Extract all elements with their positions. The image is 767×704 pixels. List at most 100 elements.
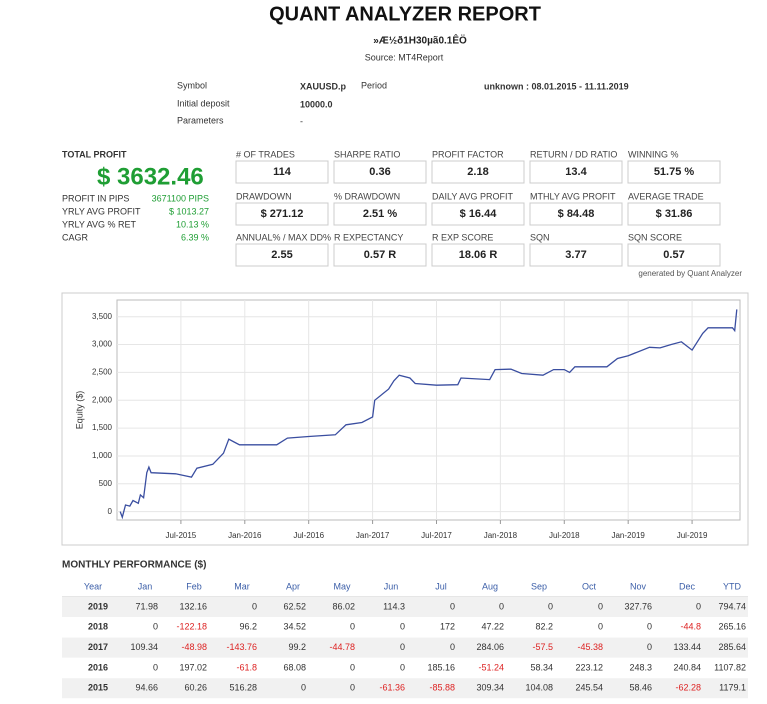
stat-label: SHARPE RATIO bbox=[334, 149, 400, 159]
table-cell: 0 bbox=[301, 683, 306, 693]
table-cell: 0 bbox=[598, 601, 603, 611]
table-cell: 58.46 bbox=[629, 683, 652, 693]
table-cell: 82.2 bbox=[535, 622, 553, 632]
table-cell: 58.34 bbox=[530, 662, 553, 672]
table-header: Mar bbox=[234, 581, 250, 591]
stat-box bbox=[235, 202, 329, 226]
table-header: Jan bbox=[138, 581, 153, 591]
table-cell: 516.28 bbox=[229, 683, 257, 693]
info-value: 10000.0 bbox=[300, 99, 333, 109]
table-header: Sep bbox=[531, 581, 547, 591]
stat-label: DAILY AVG PROFIT bbox=[432, 191, 514, 201]
table-header: Dec bbox=[679, 581, 696, 591]
y-tick-label: 1,500 bbox=[92, 423, 113, 432]
table-cell: -45.38 bbox=[577, 642, 603, 652]
y-tick-label: 0 bbox=[108, 507, 113, 516]
stat-value: 18.06 R bbox=[459, 249, 498, 261]
table-cell: 1179.1 bbox=[719, 683, 746, 693]
table-cell: 96.2 bbox=[239, 622, 257, 632]
table-cell: -57.5 bbox=[532, 642, 553, 652]
table-cell: 0 bbox=[400, 622, 405, 632]
table-cell: 86.02 bbox=[332, 601, 355, 611]
info-label: Symbol bbox=[177, 80, 207, 90]
table-cell: 1107.82 bbox=[714, 662, 746, 672]
metric-value: 3671100 PIPS bbox=[152, 193, 209, 203]
metric-label: YRLY AVG % RET bbox=[62, 219, 137, 229]
table-cell: -44.78 bbox=[329, 642, 355, 652]
year-cell: 2016 bbox=[88, 662, 108, 672]
monthly-title: MONTHLY PERFORMANCE ($) bbox=[62, 560, 206, 571]
stat-box bbox=[235, 243, 329, 267]
stat-label: R EXP SCORE bbox=[432, 232, 493, 242]
stat-label: ANNUAL% / MAX DD% bbox=[236, 232, 331, 242]
table-cell: 265.16 bbox=[718, 622, 746, 632]
metric-label: YRLY AVG PROFIT bbox=[62, 206, 141, 216]
table-cell: 62.52 bbox=[283, 601, 306, 611]
x-tick-label: Jul-2019 bbox=[677, 531, 708, 540]
plot-area bbox=[116, 299, 741, 521]
row-bg bbox=[62, 637, 748, 658]
table-cell: 0 bbox=[350, 662, 355, 672]
table-cell: -51.24 bbox=[478, 662, 504, 672]
stat-box bbox=[235, 160, 329, 184]
stat-label: SQN bbox=[530, 232, 550, 242]
table-header: Oct bbox=[582, 581, 597, 591]
stat-value: 0.57 bbox=[663, 249, 684, 261]
table-cell: 0 bbox=[153, 622, 158, 632]
y-tick-label: 1,000 bbox=[92, 451, 113, 460]
year-cell: 2015 bbox=[88, 683, 108, 693]
table-header: Feb bbox=[186, 581, 202, 591]
equity-line bbox=[119, 309, 738, 520]
metric-label: CAGR bbox=[62, 232, 89, 242]
table-header: May bbox=[333, 581, 351, 591]
table-cell: 71.98 bbox=[135, 601, 158, 611]
stat-value: 2.51 % bbox=[363, 208, 397, 220]
table-cell: 197.02 bbox=[179, 662, 207, 672]
table-cell: 172 bbox=[440, 622, 455, 632]
x-tick-label: Jul-2017 bbox=[421, 531, 452, 540]
table-header: Aug bbox=[482, 581, 498, 591]
stat-value: 13.4 bbox=[565, 166, 587, 178]
info-value: XAUUSD.p bbox=[300, 81, 347, 91]
generated: generated by Quant Analyzer bbox=[638, 269, 742, 278]
table-cell: 0 bbox=[400, 662, 405, 672]
table-cell: 0 bbox=[499, 601, 504, 611]
info-value: - bbox=[300, 116, 303, 126]
stat-label: RETURN / DD RATIO bbox=[530, 149, 617, 159]
stat-box bbox=[431, 160, 525, 184]
x-tick-label: Jul-2015 bbox=[166, 531, 197, 540]
table-cell: 0 bbox=[400, 642, 405, 652]
table-cell: 0 bbox=[548, 601, 553, 611]
title: QUANT ANALYZER REPORT bbox=[269, 3, 541, 25]
stat-label: AVERAGE TRADE bbox=[628, 191, 704, 201]
metric-value: 10.13 % bbox=[176, 219, 209, 229]
table-header: Jun bbox=[384, 581, 399, 591]
table-cell: 185.16 bbox=[427, 662, 455, 672]
stat-value: $ 31.86 bbox=[656, 208, 693, 220]
row-bg bbox=[62, 678, 748, 699]
source: Source: MT4Report bbox=[365, 52, 444, 62]
table-cell: 34.52 bbox=[283, 622, 306, 632]
table-cell: 133.44 bbox=[673, 642, 701, 652]
year-cell: 2017 bbox=[88, 642, 108, 652]
stat-label: PROFIT FACTOR bbox=[432, 149, 504, 159]
stat-value: 0.36 bbox=[369, 166, 390, 178]
year-cell: 2019 bbox=[88, 601, 108, 611]
stat-value: $ 84.48 bbox=[558, 208, 595, 220]
table-header: Nov bbox=[630, 581, 647, 591]
total-profit-label: TOTAL PROFIT bbox=[62, 149, 127, 159]
stat-box bbox=[529, 202, 623, 226]
table-header: YTD bbox=[723, 581, 742, 591]
stat-box bbox=[529, 160, 623, 184]
table-cell: 240.84 bbox=[673, 662, 701, 672]
table-cell: 248.3 bbox=[629, 662, 652, 672]
table-cell: 0 bbox=[350, 683, 355, 693]
x-tick-label: Jul-2018 bbox=[549, 531, 580, 540]
metric-value: $ 1013.27 bbox=[169, 206, 209, 216]
row-bg bbox=[62, 597, 748, 617]
table-cell: 94.66 bbox=[135, 683, 158, 693]
table-cell: 327.76 bbox=[624, 601, 652, 611]
y-tick-label: 500 bbox=[99, 479, 113, 488]
table-header: Apr bbox=[286, 581, 300, 591]
